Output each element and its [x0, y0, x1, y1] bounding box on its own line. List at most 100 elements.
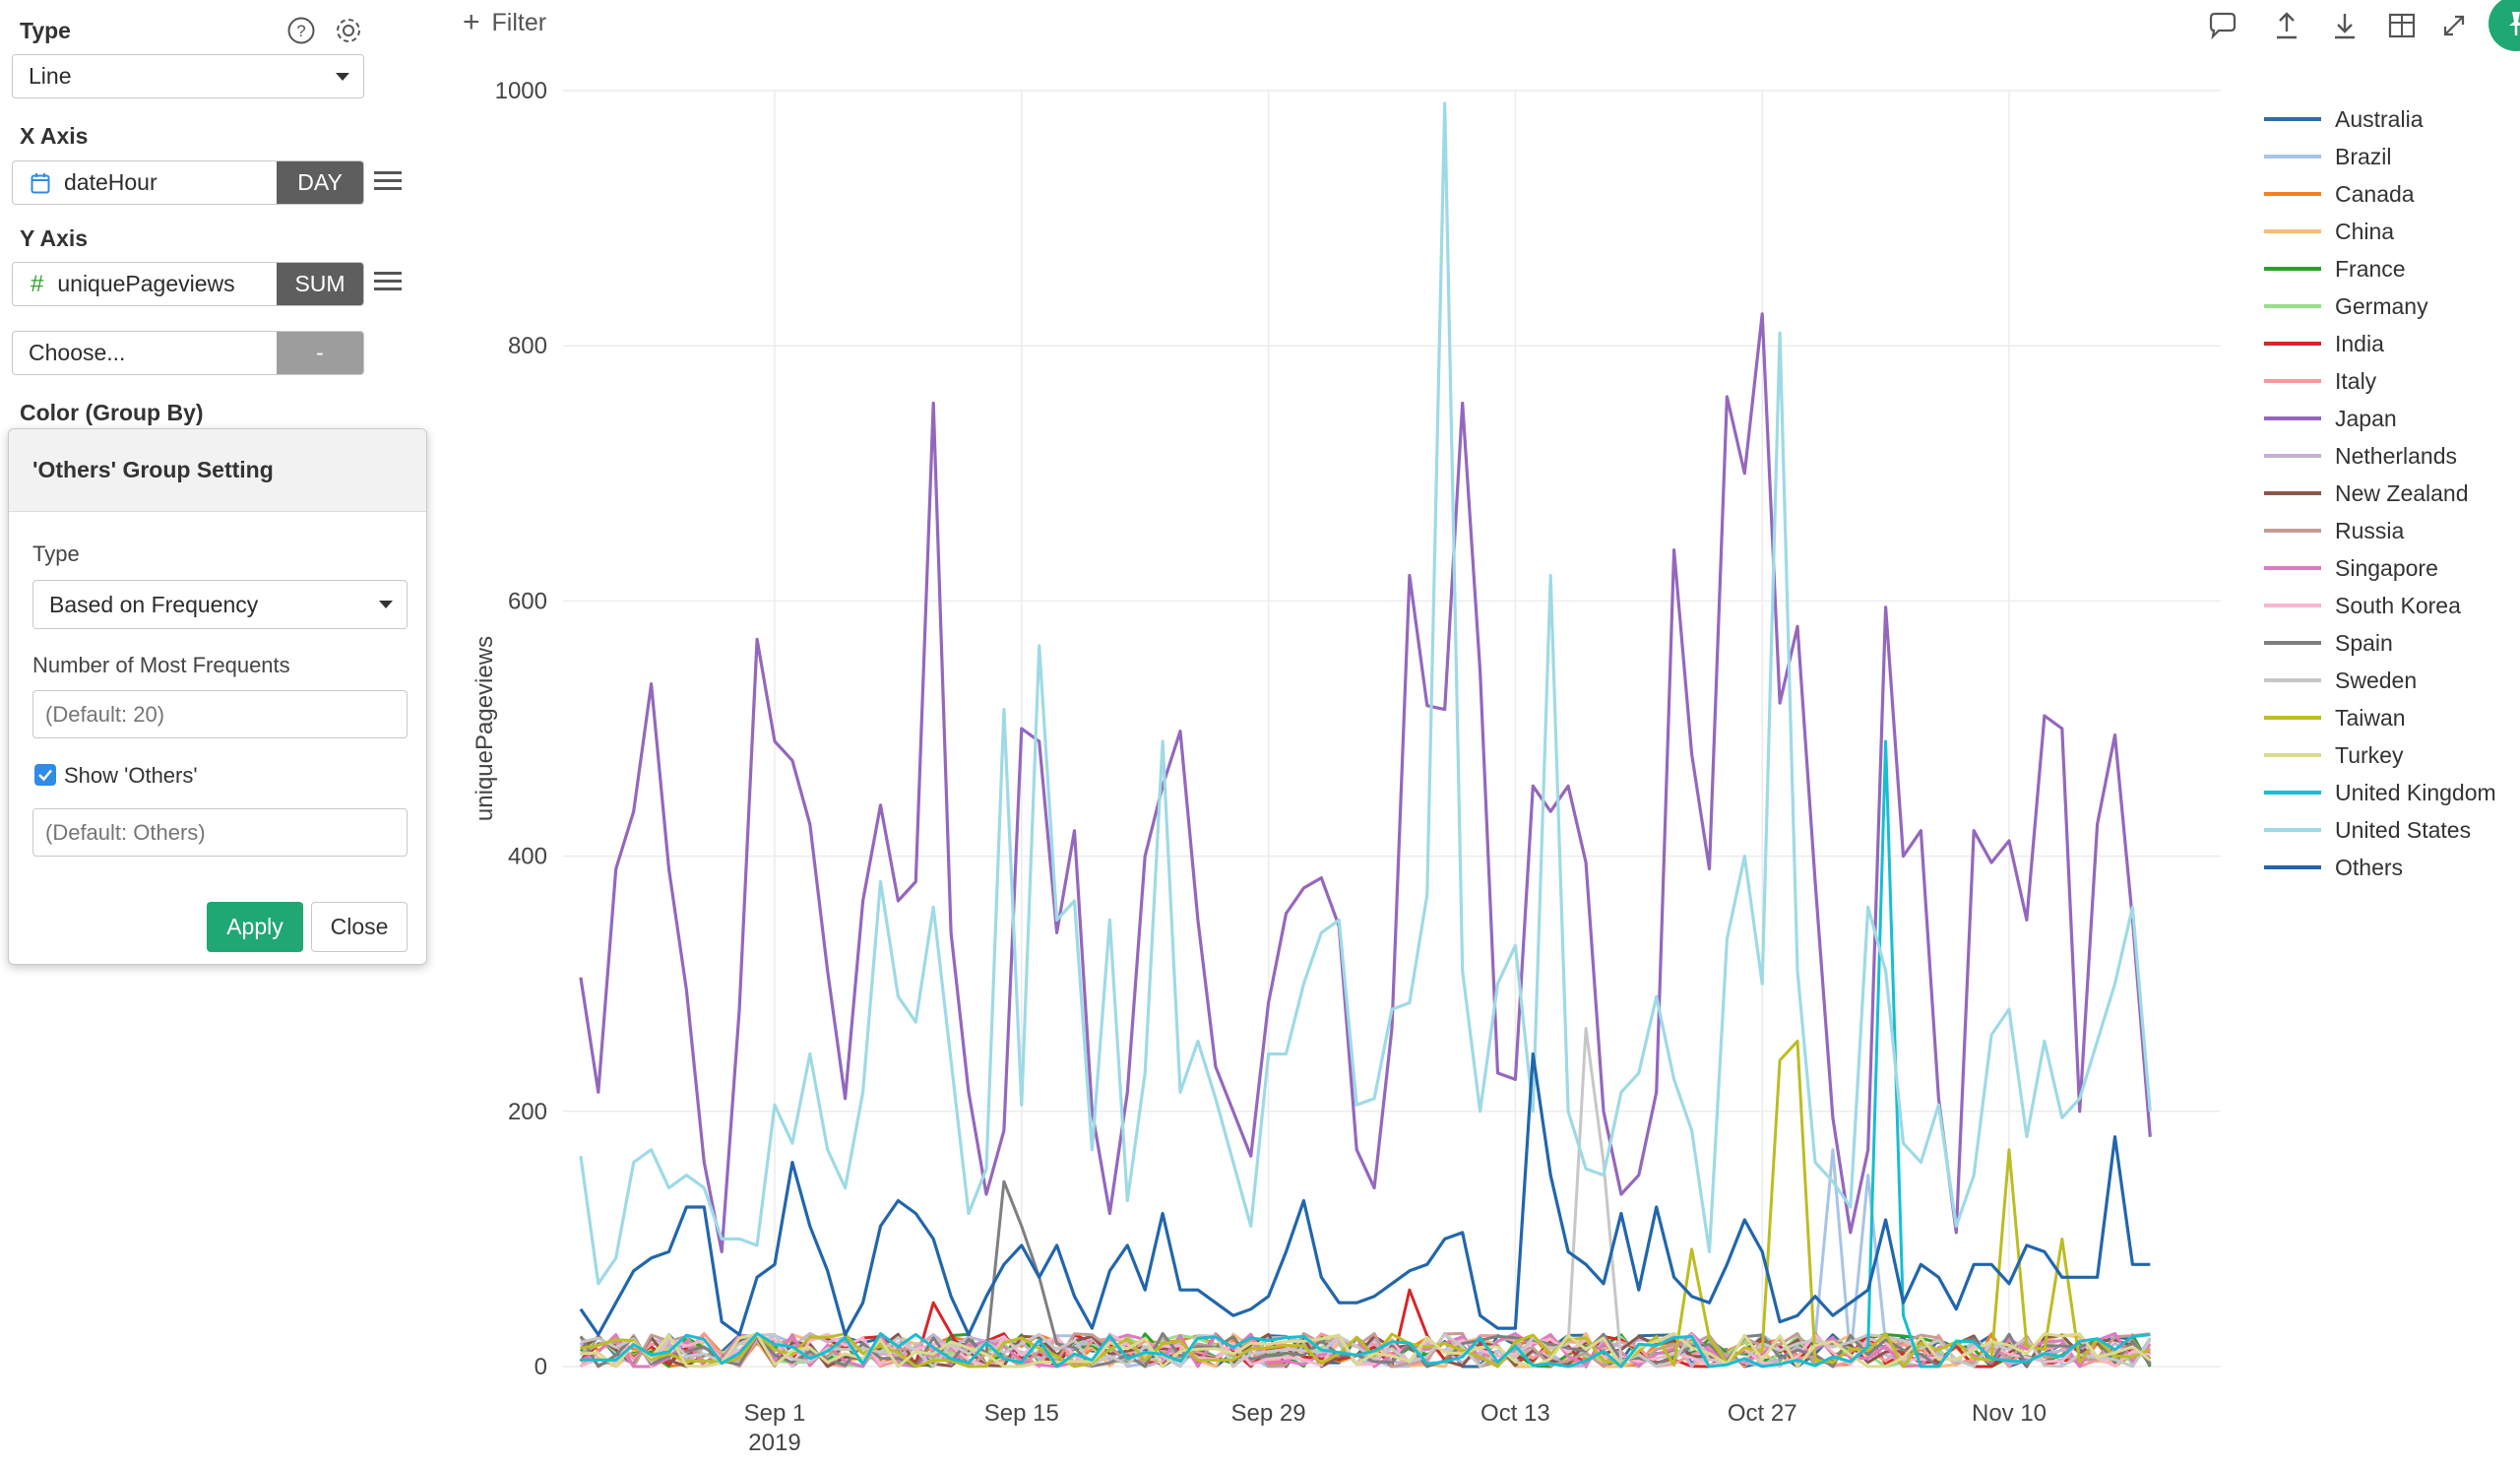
legend-label: Turkey: [2335, 741, 2404, 768]
legend-swatch: [2264, 566, 2321, 570]
series-line-netherlands: [579, 1331, 2151, 1369]
x-tick-label: Sep 29: [1231, 1400, 1306, 1427]
legend-swatch: [2264, 304, 2321, 308]
download-icon[interactable]: [2327, 8, 2362, 43]
series-line-united-states: [579, 101, 2152, 1286]
y-axis-field[interactable]: # uniquePageviews SUM: [12, 262, 364, 306]
legend-swatch: [2264, 117, 2321, 121]
filter-button[interactable]: + Filter: [463, 8, 546, 37]
comment-icon[interactable]: [2205, 8, 2240, 43]
legend-item[interactable]: Singapore: [2264, 553, 2438, 583]
x-axis-field[interactable]: dateHour DAY: [12, 160, 364, 205]
others-name-input[interactable]: [32, 808, 408, 857]
choose-placeholder: Choose...: [29, 340, 126, 365]
plus-icon: +: [463, 6, 480, 38]
series-line-china: [579, 1331, 2152, 1369]
y-axis-label: Y Axis: [20, 225, 89, 251]
legend-label: Taiwan: [2335, 704, 2406, 731]
hash-icon: #: [31, 270, 44, 297]
legend-swatch: [2264, 454, 2321, 458]
series-line-turkey: [580, 1331, 2152, 1369]
y-tick-label: 1000: [495, 78, 547, 104]
show-others-checkbox[interactable]: [34, 764, 56, 786]
legend-item[interactable]: Germany: [2264, 291, 2428, 321]
extra-aggregation[interactable]: -: [277, 332, 363, 374]
x-axis-menu-icon[interactable]: [374, 171, 402, 191]
series-line-united-kingdom: [580, 739, 2151, 1369]
others-group-setting-popup: 'Others' Group Setting Type Based on Fre…: [8, 428, 427, 965]
table-icon[interactable]: [2384, 8, 2420, 43]
series-line-russia: [580, 1331, 2151, 1369]
x-tick-label: Nov 10: [1972, 1400, 2047, 1427]
series-line-australia: [579, 1333, 2152, 1369]
frequents-input[interactable]: [32, 690, 408, 738]
chart-type-select[interactable]: Line: [12, 54, 364, 98]
chevron-down-icon: [379, 601, 393, 608]
expand-icon[interactable]: [2436, 8, 2472, 43]
legend-label: Spain: [2335, 629, 2393, 656]
x-tick-sublabel: 2019: [748, 1430, 800, 1456]
legend-swatch: [2264, 678, 2321, 682]
legend-label: United Kingdom: [2335, 779, 2496, 805]
legend-swatch: [2264, 416, 2321, 420]
y-axis-aggregation[interactable]: SUM: [277, 263, 363, 305]
legend-item[interactable]: Sweden: [2264, 666, 2417, 695]
series-line-brazil: [579, 1148, 2152, 1369]
legend-item[interactable]: Taiwan: [2264, 703, 2406, 732]
help-icon[interactable]: ?: [286, 16, 316, 45]
series-line-south-korea: [580, 1332, 2151, 1369]
legend-swatch: [2264, 529, 2321, 533]
legend-swatch: [2264, 192, 2321, 196]
legend-item[interactable]: Italy: [2264, 366, 2376, 396]
legend-item[interactable]: Turkey: [2264, 740, 2403, 770]
legend-label: Germany: [2335, 292, 2428, 319]
popup-type-select[interactable]: Based on Frequency: [32, 580, 408, 629]
apply-button[interactable]: Apply: [207, 902, 303, 952]
legend-swatch: [2264, 229, 2321, 233]
chart-type-value: Line: [29, 63, 72, 89]
legend-item[interactable]: Canada: [2264, 179, 2415, 209]
legend-item[interactable]: United States: [2264, 815, 2471, 845]
legend-swatch: [2264, 716, 2321, 720]
legend-swatch: [2264, 155, 2321, 159]
extra-field-choose[interactable]: Choose... -: [12, 331, 364, 375]
legend-item[interactable]: Brazil: [2264, 142, 2392, 171]
legend-item[interactable]: South Korea: [2264, 591, 2461, 620]
check-icon: [38, 769, 52, 782]
y-tick-label: 400: [508, 844, 547, 870]
legend-item[interactable]: India: [2264, 329, 2384, 358]
series-line-taiwan: [580, 1040, 2151, 1369]
legend-swatch: [2264, 791, 2321, 795]
y-tick-label: 800: [508, 333, 547, 359]
legend-item[interactable]: Japan: [2264, 404, 2397, 433]
legend-item[interactable]: United Kingdom: [2264, 778, 2496, 807]
gear-icon[interactable]: [334, 16, 363, 45]
legend-label: China: [2335, 218, 2395, 244]
legend-label: Netherlands: [2335, 442, 2458, 469]
legend-swatch: [2264, 379, 2321, 383]
legend-item[interactable]: China: [2264, 217, 2394, 246]
y-axis-menu-icon[interactable]: [374, 272, 402, 291]
close-button[interactable]: Close: [311, 902, 408, 952]
legend-item[interactable]: Russia: [2264, 516, 2404, 545]
series-line-spain: [579, 1179, 2152, 1369]
legend-item[interactable]: Spain: [2264, 628, 2393, 658]
popup-type-value: Based on Frequency: [49, 591, 259, 617]
x-axis-aggregation[interactable]: DAY: [277, 161, 363, 204]
show-others-label: Show 'Others': [64, 763, 198, 788]
legend-item[interactable]: Others: [2264, 853, 2403, 882]
legend-item[interactable]: Australia: [2264, 104, 2423, 134]
upload-icon[interactable]: [2269, 8, 2304, 43]
series-line-sweden: [580, 1027, 2152, 1369]
y-tick-label: 600: [508, 588, 547, 614]
legend-swatch: [2264, 491, 2321, 495]
y-axis-title: uniquePageviews: [472, 636, 498, 821]
legend-item[interactable]: New Zealand: [2264, 478, 2469, 508]
legend-item[interactable]: France: [2264, 254, 2406, 284]
legend-item[interactable]: Netherlands: [2264, 441, 2457, 471]
chevron-down-icon: [336, 72, 349, 81]
legend-swatch: [2264, 604, 2321, 607]
x-tick-label: Oct 13: [1480, 1400, 1550, 1427]
filter-label: Filter: [491, 8, 547, 36]
pin-icon[interactable]: [2488, 0, 2520, 51]
